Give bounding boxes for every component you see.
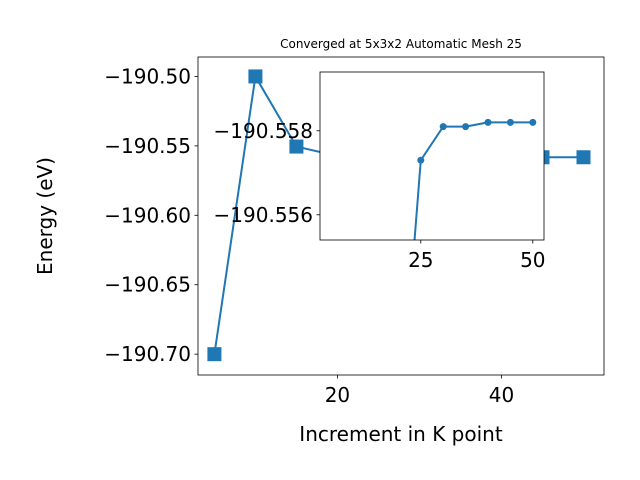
inset-x-tick-label: 50 bbox=[520, 248, 545, 272]
inset-series-group bbox=[413, 118, 537, 240]
inset-data-point bbox=[462, 123, 470, 131]
main-x-tick-label: 40 bbox=[489, 383, 514, 407]
main-y-tick-label: −190.60 bbox=[104, 203, 191, 227]
main-data-point bbox=[248, 69, 263, 84]
main-data-point bbox=[576, 150, 591, 165]
main-ticks: 20 40 −190.50 −190.55 −190.60 −190.65 −190.70 bbox=[104, 64, 514, 407]
inset-y-tick-label: −190.558 bbox=[214, 119, 313, 143]
main-plot-frame bbox=[197, 56, 605, 376]
inset-data-point bbox=[529, 118, 537, 126]
inset-ticks: 25 50 −190.558 −190.556 bbox=[214, 119, 546, 272]
inset-data-point bbox=[506, 118, 514, 126]
y-axis-label: Energy (eV) bbox=[33, 157, 57, 275]
inset-plot-frame bbox=[319, 71, 545, 241]
main-plot: Converged at 5x3x2 Automatic Mesh 25 Inc… bbox=[33, 37, 605, 446]
main-y-tick-label: −190.70 bbox=[104, 342, 191, 366]
main-data-point bbox=[207, 347, 222, 362]
inset-x-tick-label: 25 bbox=[408, 248, 433, 272]
main-y-tick-label: −190.55 bbox=[104, 134, 191, 158]
main-x-tick-label: 20 bbox=[325, 383, 350, 407]
inset-background bbox=[320, 72, 544, 240]
inset-data-point bbox=[439, 123, 447, 131]
inset-data-point bbox=[484, 118, 492, 126]
inset-plot: 25 50 −190.558 −190.556 bbox=[214, 71, 546, 272]
chart-title: Converged at 5x3x2 Automatic Mesh 25 bbox=[280, 37, 522, 51]
x-axis-label: Increment in K point bbox=[299, 422, 503, 446]
main-data-point bbox=[289, 139, 304, 154]
inset-y-tick-label: −190.556 bbox=[214, 203, 313, 227]
inset-data-point bbox=[417, 156, 425, 164]
inset-series bbox=[413, 118, 537, 240]
main-y-tick-label: −190.50 bbox=[104, 64, 191, 88]
main-y-tick-label: −190.65 bbox=[104, 273, 191, 297]
